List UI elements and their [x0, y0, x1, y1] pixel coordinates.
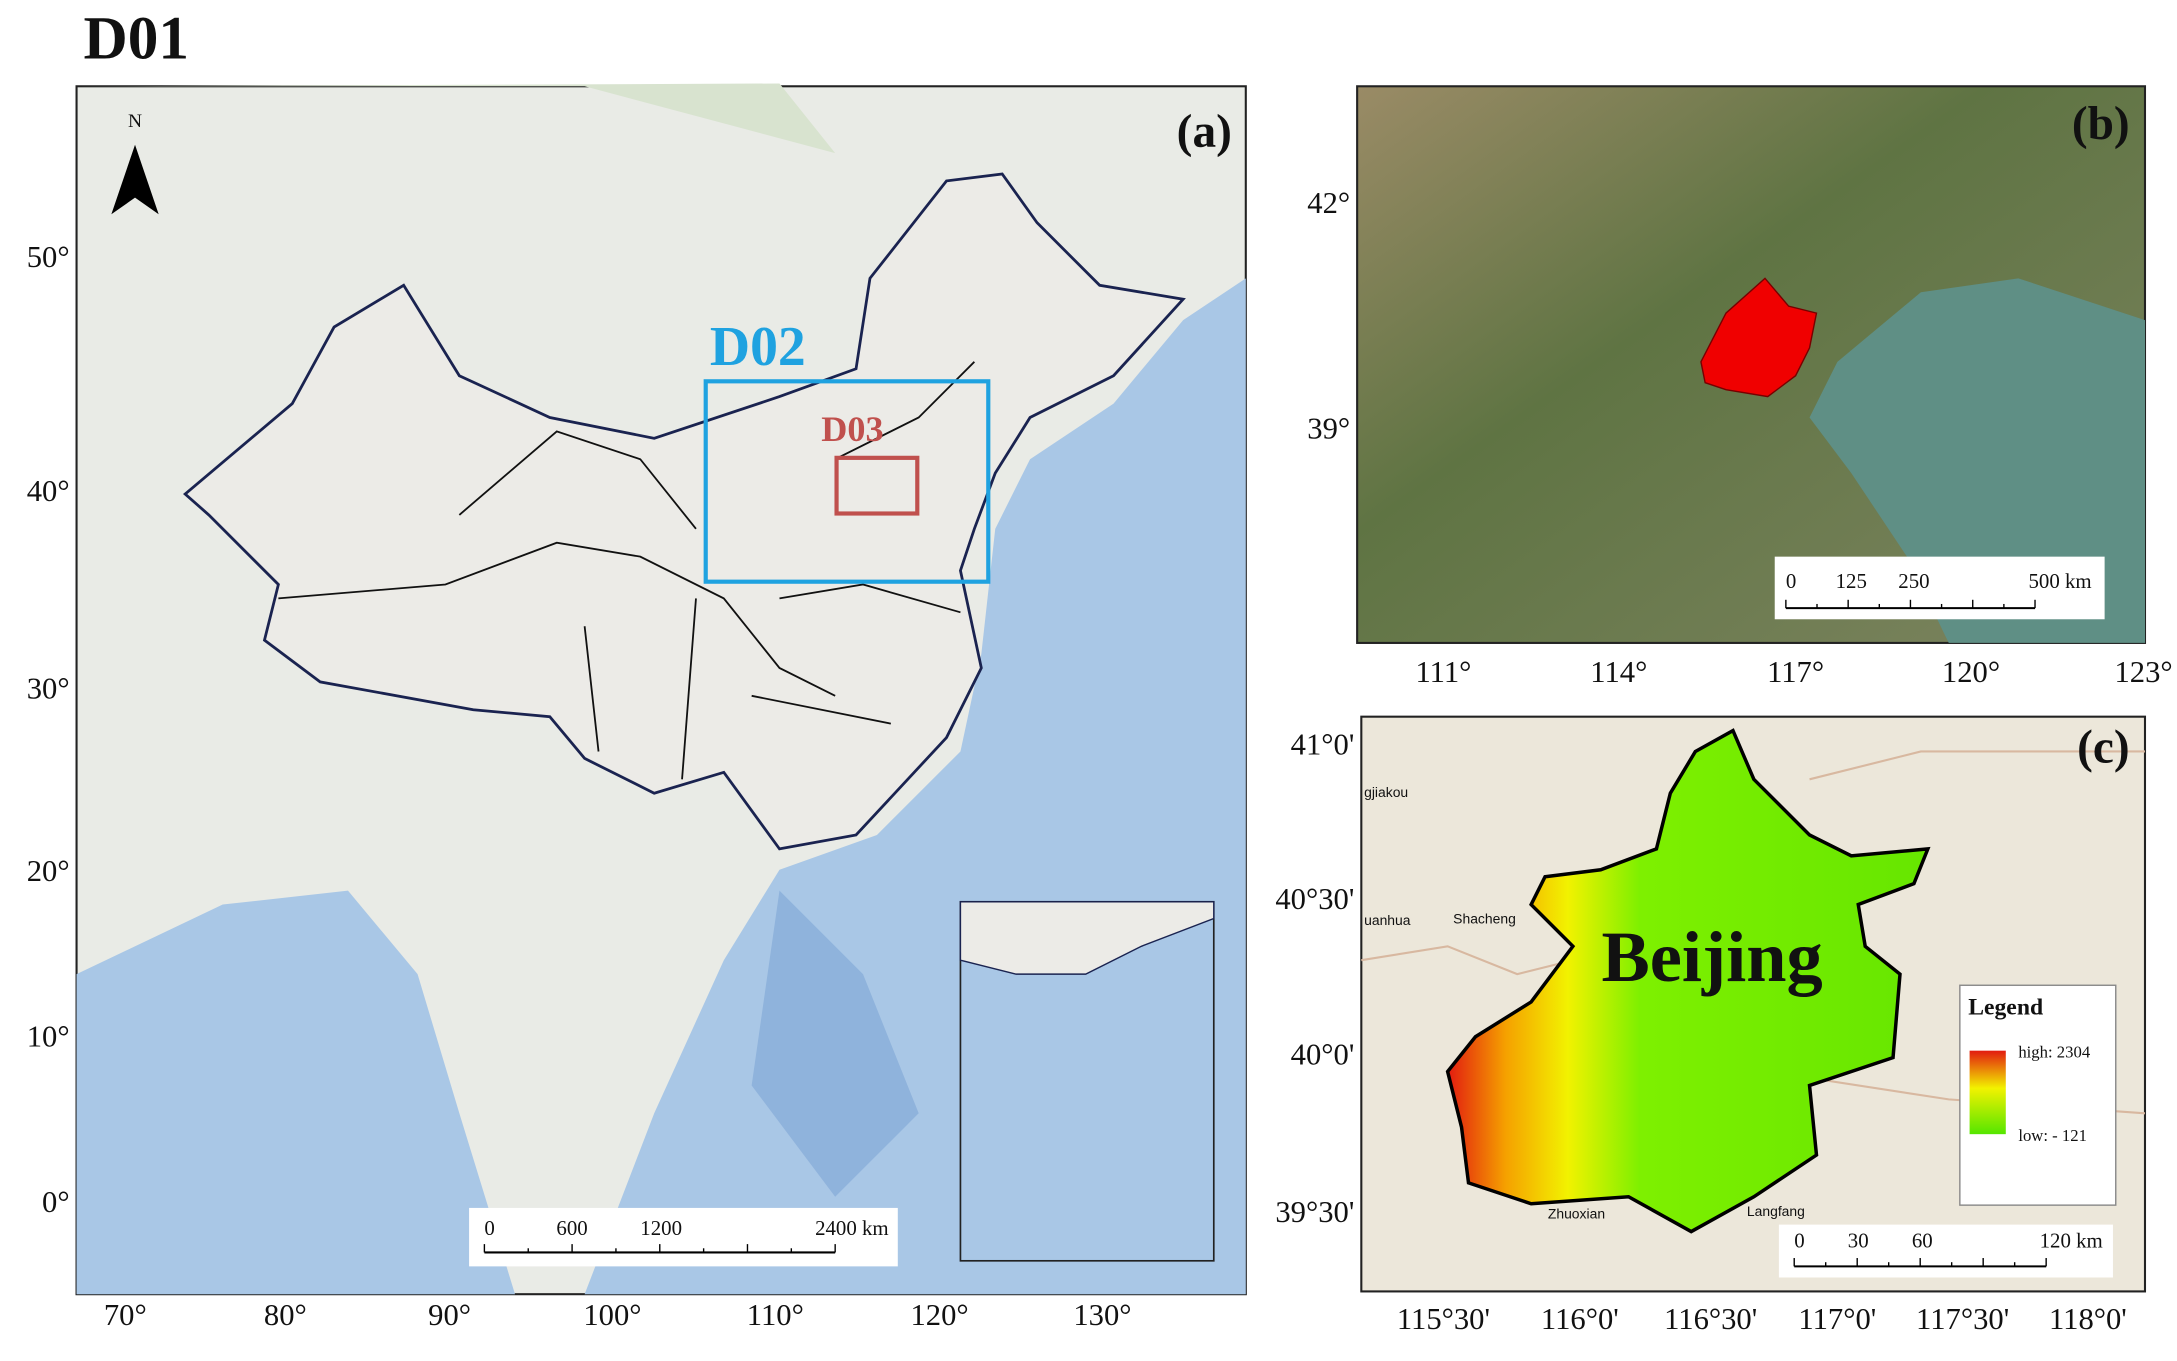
x-tick-label: 80°	[264, 1298, 307, 1332]
beijing-dem	[1445, 728, 1931, 1234]
y-tick-label: 50°	[27, 240, 70, 274]
inset-land	[959, 901, 1215, 975]
scalebar-label: 250	[1898, 569, 1929, 593]
x-tick-label: 110°	[747, 1298, 804, 1332]
legend-ramp	[1969, 1050, 2006, 1135]
panel-c: Beijing (c) Legend high: 2304 low: - 121	[1360, 715, 2147, 1293]
place-label: Langfang	[1747, 1203, 1805, 1219]
scalebar-label: 0	[1786, 569, 1796, 593]
x-tick-label: 120°	[1942, 655, 2000, 689]
scalebar-label: 1200	[640, 1216, 682, 1240]
china-outline	[182, 172, 1186, 851]
scalebar-label: 120 km	[2040, 1229, 2103, 1253]
x-tick-label: 130°	[1073, 1298, 1131, 1332]
x-tick-label: 70°	[104, 1298, 147, 1332]
d02-box	[703, 379, 991, 584]
panel-label: (a)	[1177, 106, 1232, 158]
x-tick-label: 120°	[910, 1298, 968, 1332]
d03-box	[834, 455, 920, 516]
y-tick-label: 0°	[42, 1185, 70, 1219]
y-tick-label: 10°	[27, 1020, 70, 1054]
y-tick-label: 39°	[1307, 411, 1350, 445]
y-tick-label: 40°	[27, 474, 70, 508]
d02-label: D02	[710, 316, 806, 378]
scalebar-label: 2400 km	[815, 1216, 889, 1240]
x-tick-label: 116°30'	[1664, 1302, 1757, 1336]
scalebar-box	[469, 1207, 898, 1267]
x-tick-label: 116°0'	[1541, 1302, 1619, 1336]
sea	[1809, 278, 2145, 643]
figure-title: D01	[84, 5, 189, 73]
beijing-area	[1700, 277, 1818, 398]
y-tick-label: 30°	[27, 672, 70, 706]
legend-high: high: 2304	[2018, 1042, 2091, 1061]
x-tick-label: 111°	[1415, 655, 1471, 689]
y-tick-label: 42°	[1307, 186, 1350, 220]
region-label: Beijing	[1602, 917, 1823, 997]
x-tick-label: 100°	[583, 1298, 641, 1332]
place-label: uanhua	[1364, 912, 1411, 928]
north-label: N	[128, 111, 142, 132]
legend-low: low: - 121	[2018, 1126, 2087, 1145]
panel-a: D02 D03 N (a)	[75, 83, 1247, 1296]
x-tick-label: 118°0'	[2049, 1302, 2127, 1336]
x-tick-label: 115°30'	[1397, 1302, 1490, 1336]
x-tick-label: 90°	[428, 1298, 471, 1332]
deep-sea	[751, 890, 919, 1197]
ocean	[76, 890, 516, 1295]
scalebar-label: 0	[484, 1216, 494, 1240]
y-tick-label: 40°30'	[1275, 882, 1354, 916]
x-tick-label: 117°30'	[1916, 1302, 2009, 1336]
x-tick-label: 117°	[1767, 655, 1824, 689]
d03-label: D03	[821, 409, 883, 449]
x-tick-label: 114°	[1590, 655, 1647, 689]
place-label: Zhuoxian	[1548, 1206, 1605, 1222]
scalebar-box	[1778, 1224, 2113, 1278]
y-tick-label: 39°30'	[1275, 1195, 1354, 1229]
scalebar-label: 600	[556, 1216, 587, 1240]
place-label: gjiakou	[1364, 784, 1408, 800]
x-tick-label: 123°	[2115, 655, 2173, 689]
scalebar-label: 60	[1912, 1229, 1933, 1253]
x-tick-label: 117°0'	[1798, 1302, 1876, 1336]
y-tick-label: 20°	[27, 854, 70, 888]
panel-label: (b)	[2072, 98, 2130, 150]
scalebar-label: 30	[1848, 1229, 1869, 1253]
legend-title: Legend	[1968, 994, 2043, 1020]
north-arrow	[111, 144, 159, 215]
place-label: Shacheng	[1453, 911, 1516, 927]
y-tick-label: 40°0'	[1291, 1038, 1355, 1072]
panel-label: (c)	[2077, 721, 2130, 773]
y-tick-label: 41°0'	[1291, 727, 1355, 761]
province-lines	[278, 361, 976, 780]
scalebar-label: 125	[1836, 569, 1867, 593]
panel-b: (b)	[1356, 85, 2147, 644]
scalebar-label: 0	[1794, 1229, 1804, 1253]
land-shade	[76, 83, 836, 154]
scalebar-label: 500 km	[2028, 569, 2091, 593]
